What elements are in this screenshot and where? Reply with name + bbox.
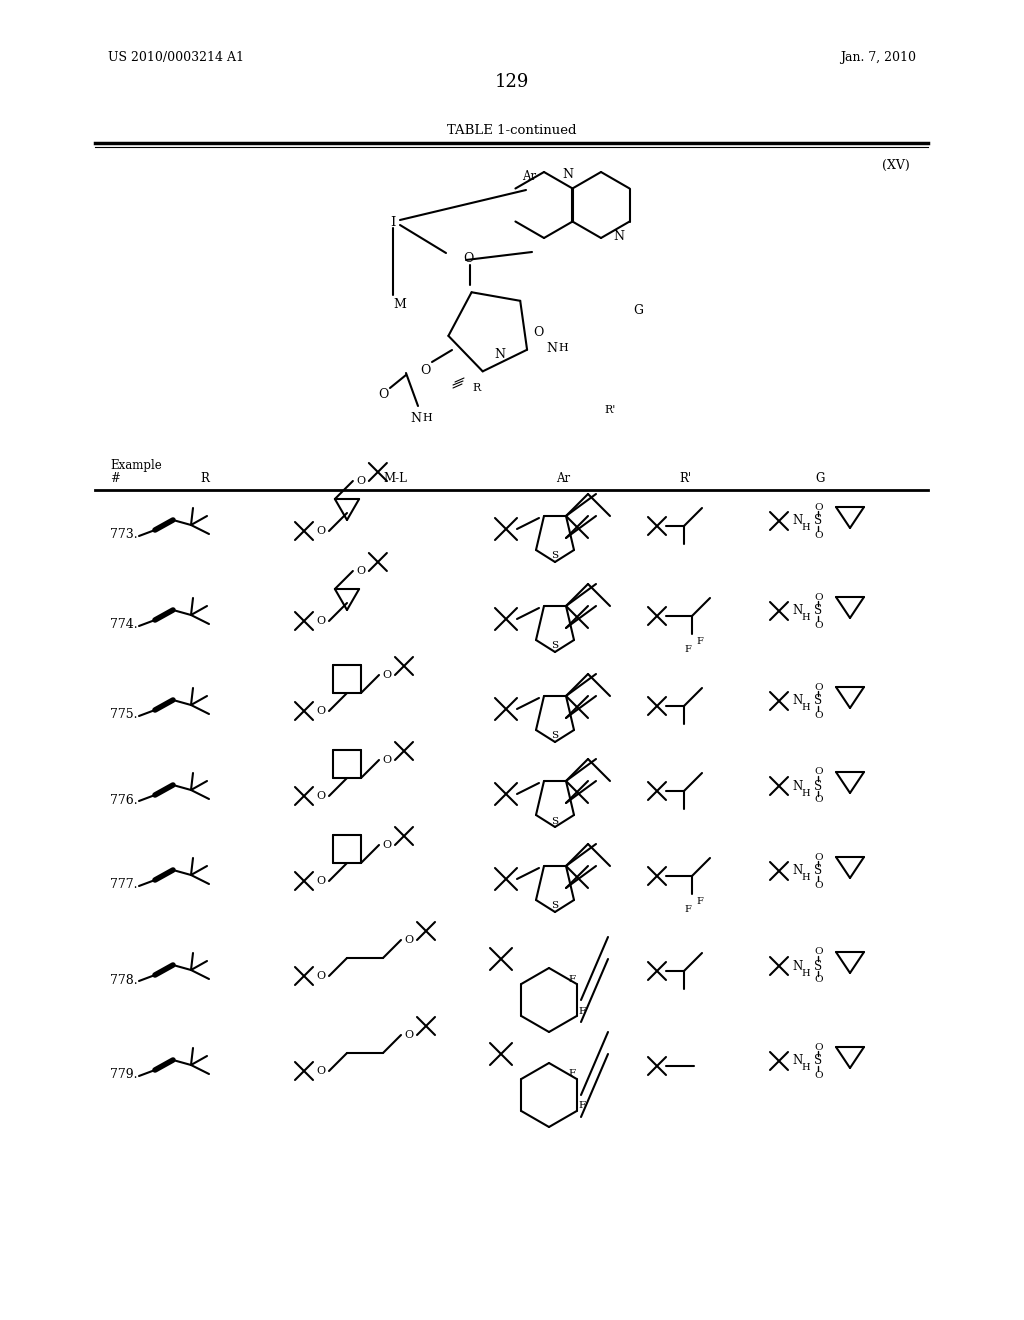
Text: 776.: 776. (110, 793, 137, 807)
Text: M: M (393, 298, 407, 312)
Text: O: O (316, 1067, 326, 1076)
Text: M-L: M-L (383, 471, 407, 484)
Text: O: O (815, 620, 823, 630)
Text: H: H (802, 969, 810, 978)
Text: R': R' (604, 405, 615, 414)
Text: O: O (815, 593, 823, 602)
Text: Example: Example (110, 459, 162, 473)
Text: O: O (815, 948, 823, 957)
Text: H: H (802, 704, 810, 713)
Text: 773.: 773. (110, 528, 137, 541)
Text: F: F (568, 1069, 575, 1078)
Text: S: S (814, 865, 822, 878)
Text: O: O (815, 1043, 823, 1052)
Text: O: O (404, 935, 414, 945)
Text: S: S (552, 552, 558, 561)
Text: TABLE 1-continued: TABLE 1-continued (447, 124, 577, 136)
Text: F: F (696, 638, 703, 647)
Text: O: O (316, 972, 326, 981)
Text: O: O (815, 880, 823, 890)
Text: N: N (613, 230, 625, 243)
Text: F: F (579, 1006, 586, 1015)
Text: 129: 129 (495, 73, 529, 91)
Text: #: # (110, 471, 120, 484)
Text: O: O (316, 706, 326, 715)
Text: O: O (815, 975, 823, 985)
Text: 779.: 779. (110, 1068, 137, 1081)
Text: Ar: Ar (556, 471, 570, 484)
Text: N: N (793, 515, 803, 528)
Text: O: O (382, 755, 391, 766)
Text: O: O (378, 388, 388, 401)
Text: N: N (793, 960, 803, 973)
Text: N: N (793, 1055, 803, 1068)
Text: O: O (420, 363, 430, 376)
Text: Jan. 7, 2010: Jan. 7, 2010 (840, 51, 916, 65)
Text: O: O (815, 682, 823, 692)
Text: S: S (552, 902, 558, 911)
Text: R: R (201, 471, 210, 484)
Text: S: S (814, 605, 822, 618)
Text: O: O (404, 1030, 414, 1040)
Text: F: F (685, 645, 691, 655)
Text: (XV): (XV) (883, 158, 910, 172)
Text: H: H (802, 614, 810, 623)
Text: F: F (568, 974, 575, 983)
Text: H: H (558, 343, 568, 352)
Text: O: O (316, 525, 326, 536)
Text: O: O (815, 1071, 823, 1080)
Text: 778.: 778. (110, 974, 137, 986)
Text: 774.: 774. (110, 619, 137, 631)
Text: S: S (814, 694, 822, 708)
Text: S: S (552, 817, 558, 825)
Text: R': R' (679, 471, 691, 484)
Text: N: N (793, 605, 803, 618)
Text: S: S (814, 1055, 822, 1068)
Text: O: O (316, 616, 326, 626)
Text: O: O (316, 791, 326, 801)
Text: O: O (382, 840, 391, 850)
Text: I: I (390, 215, 395, 228)
Text: N: N (547, 342, 557, 355)
Text: US 2010/0003214 A1: US 2010/0003214 A1 (108, 51, 244, 65)
Text: O: O (463, 252, 473, 264)
Text: S: S (814, 515, 822, 528)
Text: N: N (793, 865, 803, 878)
Text: H: H (802, 788, 810, 797)
Text: O: O (532, 326, 543, 339)
Text: O: O (356, 566, 366, 576)
Text: F: F (579, 1101, 586, 1110)
Text: F: F (696, 898, 703, 907)
Text: S: S (552, 731, 558, 741)
Text: 775.: 775. (110, 709, 137, 722)
Text: N: N (495, 347, 506, 360)
Text: O: O (356, 477, 366, 486)
Text: H: H (802, 524, 810, 532)
Text: O: O (316, 876, 326, 886)
Text: R: R (472, 383, 480, 393)
Text: N: N (793, 694, 803, 708)
Text: O: O (815, 767, 823, 776)
Text: G: G (633, 304, 643, 317)
Text: O: O (815, 503, 823, 511)
Text: N: N (793, 780, 803, 792)
Text: N: N (411, 412, 422, 425)
Text: F: F (685, 906, 691, 915)
Text: H: H (422, 413, 432, 422)
Text: O: O (815, 531, 823, 540)
Text: 777.: 777. (110, 879, 137, 891)
Text: S: S (814, 960, 822, 973)
Text: O: O (815, 853, 823, 862)
Text: Ar: Ar (522, 170, 536, 183)
Text: S: S (552, 642, 558, 651)
Text: O: O (815, 796, 823, 804)
Text: S: S (814, 780, 822, 792)
Text: H: H (802, 874, 810, 883)
Text: N: N (562, 169, 573, 181)
Text: O: O (382, 671, 391, 680)
Text: O: O (815, 710, 823, 719)
Text: G: G (815, 471, 824, 484)
Text: H: H (802, 1064, 810, 1072)
